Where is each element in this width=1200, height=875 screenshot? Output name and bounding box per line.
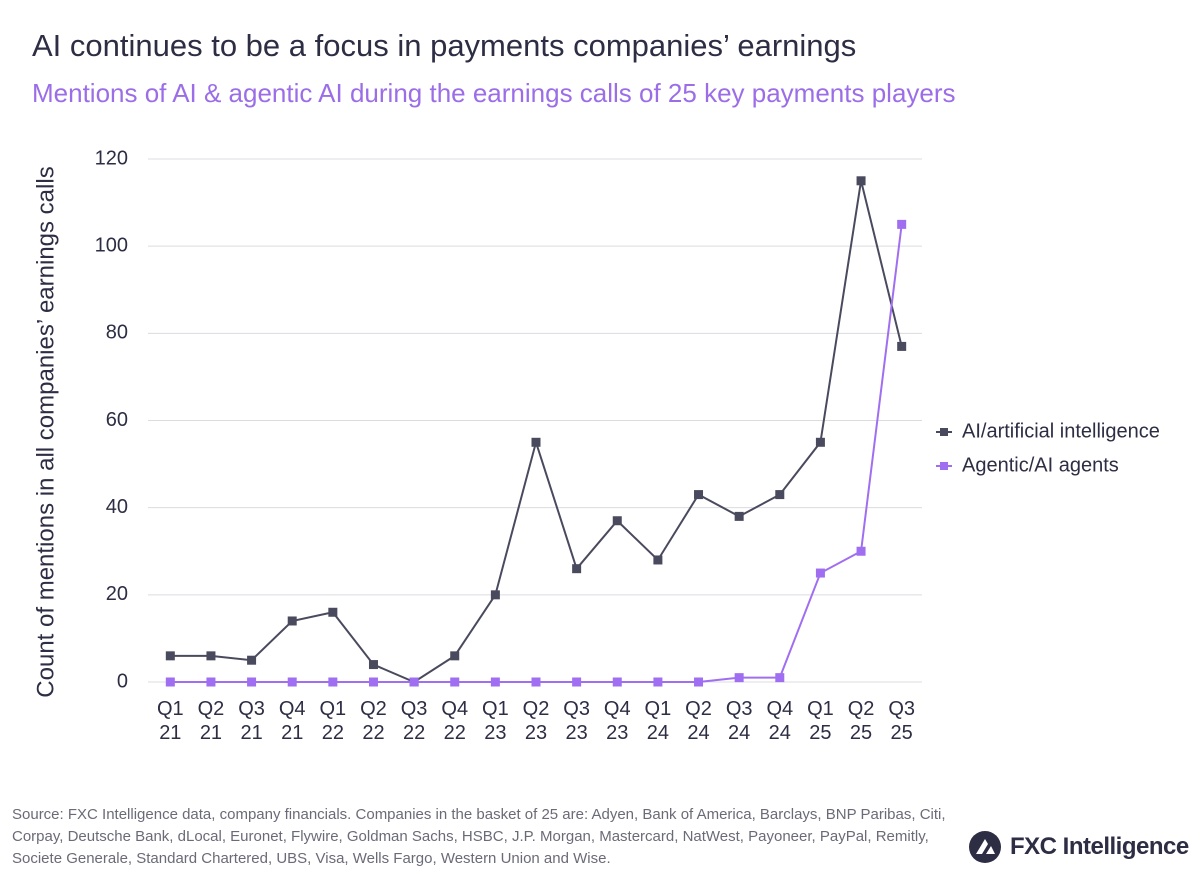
- point-marker: [856, 546, 866, 556]
- y-tick-label: 100: [95, 234, 128, 256]
- x-tick-label: Q1 24: [644, 698, 672, 744]
- x-tick-label: Q4 24: [766, 698, 794, 744]
- series-line: [170, 224, 903, 683]
- y-tick-label: 120: [95, 147, 128, 169]
- x-tick-label: Q3 22: [400, 698, 428, 744]
- point-marker: [368, 660, 378, 670]
- x-tick-label: Q2 23: [522, 698, 550, 744]
- point-marker: [775, 673, 785, 683]
- x-tick-label: Q3 21: [238, 698, 265, 744]
- point-marker: [612, 677, 622, 687]
- point-marker: [368, 677, 378, 687]
- point-marker: [815, 568, 825, 578]
- point-marker: [653, 677, 663, 687]
- point-marker: [328, 677, 338, 687]
- point-marker: [694, 677, 704, 687]
- point-marker: [206, 677, 216, 687]
- point-marker: [287, 677, 297, 687]
- point-marker: [694, 490, 704, 500]
- point-marker: [247, 677, 257, 687]
- x-tick-label: Q2 24: [685, 698, 712, 744]
- point-marker: [572, 564, 582, 574]
- point-marker: [897, 341, 907, 351]
- chart-title: AI continues to be a focus in payments c…: [32, 28, 856, 63]
- logo: FXC Intelligence: [968, 830, 1189, 864]
- x-tick-label: Q3 24: [725, 698, 753, 744]
- x-tick-label: Q1 21: [156, 698, 184, 744]
- point-marker: [490, 677, 500, 687]
- y-tick-label: 0: [117, 670, 128, 692]
- x-tick-label: Q1 23: [482, 698, 509, 744]
- point-marker: [206, 651, 216, 661]
- point-marker: [165, 677, 175, 687]
- x-tick-label: Q2 22: [360, 698, 387, 744]
- y-tick-label: 60: [106, 409, 128, 431]
- point-marker: [531, 437, 541, 447]
- point-marker: [775, 490, 785, 500]
- chart-subtitle: Mentions of AI & agentic AI during the e…: [32, 78, 956, 108]
- legend-marker: [940, 428, 948, 436]
- point-marker: [653, 555, 663, 565]
- y-tick-label: 80: [106, 322, 128, 344]
- logo-text: FXC Intelligence: [1010, 833, 1189, 860]
- series-line: [170, 180, 903, 684]
- point-marker: [856, 176, 866, 186]
- point-marker: [531, 677, 541, 687]
- x-tick-label: Q2 25: [847, 698, 875, 744]
- legend-label: Agentic/AI agents: [962, 454, 1119, 476]
- point-marker: [612, 516, 622, 526]
- x-tick-label: Q4 21: [278, 698, 306, 744]
- point-marker: [328, 607, 338, 617]
- point-marker: [815, 437, 825, 447]
- point-marker: [247, 655, 257, 665]
- x-tick-label: Q4 22: [441, 698, 469, 744]
- point-marker: [409, 677, 419, 687]
- y-tick-label: 20: [106, 583, 128, 605]
- point-marker: [490, 590, 500, 600]
- point-marker: [287, 616, 297, 626]
- point-marker: [572, 677, 582, 687]
- y-tick-label: 40: [106, 496, 128, 518]
- x-tick-label: Q2 21: [197, 698, 225, 744]
- point-marker: [897, 219, 907, 229]
- y-axis-label: Count of mentions in all companies’ earn…: [32, 166, 59, 697]
- legend-marker: [940, 462, 948, 470]
- point-marker: [734, 511, 744, 521]
- source-note: Source: FXC Intelligence data, company f…: [12, 806, 946, 867]
- logo-icon: [969, 831, 1001, 863]
- x-tick-label: Q1 22: [319, 698, 347, 744]
- point-marker: [450, 677, 460, 687]
- x-tick-label: Q4 23: [603, 698, 631, 744]
- x-tick-label: Q1 25: [807, 698, 834, 744]
- point-marker: [450, 651, 460, 661]
- legend-label: AI/artificial intelligence: [962, 420, 1160, 442]
- x-tick-label: Q3 23: [563, 698, 590, 744]
- point-marker: [734, 673, 744, 683]
- x-tick-label: Q3 25: [888, 698, 916, 744]
- point-marker: [165, 651, 175, 661]
